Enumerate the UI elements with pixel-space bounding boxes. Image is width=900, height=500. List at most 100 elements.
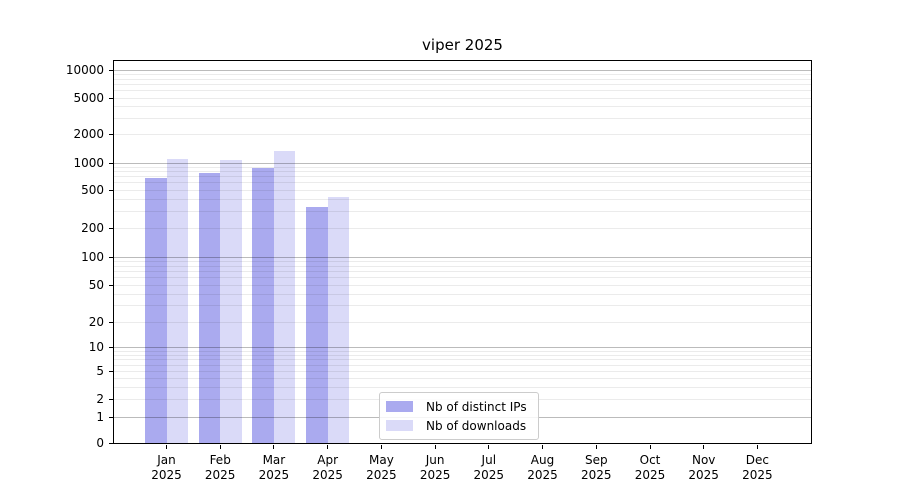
y-tick-mark [109, 134, 113, 135]
x-tick-mark [166, 445, 167, 449]
minor-gridline [114, 106, 811, 108]
minor-gridline [114, 83, 811, 85]
x-tick-year: 2025 [151, 468, 182, 482]
y-tick-label: 100 [81, 250, 104, 264]
x-tick-month: Apr [317, 453, 339, 467]
x-tick-mark [542, 445, 543, 449]
minor-gridline [114, 171, 811, 173]
x-tick-label: Apr 2025 [292, 453, 364, 483]
minor-gridline [114, 182, 811, 184]
x-tick-label: Nov 2025 [668, 453, 740, 483]
x-tick-year: 2025 [527, 468, 558, 482]
bar-apr-2025-distinct-ips [306, 207, 328, 443]
y-tick-label: 0 [96, 435, 104, 450]
minor-gridline [114, 322, 811, 323]
minor-gridline [114, 227, 811, 229]
x-tick-label: Mar 2025 [238, 453, 310, 483]
y-tick-mark [109, 347, 113, 348]
minor-gridline [114, 377, 811, 379]
y-tick-label: 2 [96, 392, 104, 406]
minor-gridline [114, 354, 811, 356]
x-tick-mark [756, 445, 758, 449]
minor-gridline [114, 265, 811, 267]
y-tick-label: 5000 [73, 90, 104, 105]
bar-jan-2025-downloads [166, 159, 188, 443]
bar-apr-2025-downloads [327, 197, 350, 443]
minor-gridline [114, 359, 811, 361]
minor-gridline [114, 189, 811, 191]
x-tick-month: Jul [481, 453, 497, 467]
legend-entry: Nb of distinct IPs [386, 397, 527, 416]
x-tick-year: 2025 [742, 468, 773, 482]
x-tick-label: May 2025 [345, 453, 417, 483]
y-tick-label: 20 [88, 315, 104, 329]
minor-gridline [114, 364, 811, 366]
y-tick-label: 1 [96, 409, 104, 424]
y-tick-mark [109, 442, 113, 444]
bar-jan-2025-distinct-ips [145, 178, 167, 443]
x-tick-mark [488, 445, 490, 449]
y-tick-label: 500 [81, 182, 104, 197]
x-tick-year: 2025 [258, 468, 290, 482]
x-tick-year: 2025 [688, 468, 719, 482]
y-tick-label: 10 [88, 340, 104, 354]
minor-gridline [114, 176, 811, 178]
x-tick-label: Jun 2025 [399, 453, 471, 483]
x-tick-year: 2025 [312, 468, 343, 482]
y-tick-mark [109, 69, 113, 71]
x-tick-label: Sep 2025 [560, 453, 632, 483]
x-tick-label: Oct 2025 [614, 453, 686, 483]
x-tick-year: 2025 [581, 468, 612, 482]
x-tick-month: May [368, 453, 394, 467]
x-tick-year: 2025 [473, 468, 505, 482]
x-tick-mark [380, 445, 382, 449]
x-tick-mark [649, 445, 651, 449]
y-tick-mark [109, 416, 113, 418]
legend-swatch [386, 420, 413, 431]
x-tick-month: Jun [425, 453, 445, 467]
bar-mar-2025-downloads [273, 151, 296, 443]
x-tick-mark [219, 445, 221, 449]
plot-area [113, 60, 812, 444]
bar-mar-2025-distinct-ips [252, 168, 274, 443]
minor-gridline [114, 261, 811, 263]
major-gridline [114, 347, 811, 348]
major-gridline [114, 257, 811, 258]
x-tick-mark [327, 445, 329, 449]
minor-gridline [114, 271, 811, 273]
legend-swatch [386, 401, 413, 412]
x-tick-year: 2025 [634, 468, 666, 482]
minor-gridline [114, 386, 811, 388]
minor-gridline [114, 166, 811, 168]
minor-gridline [114, 90, 811, 92]
y-tick-mark [109, 257, 113, 258]
minor-gridline [114, 277, 811, 279]
x-tick-mark [595, 445, 597, 449]
minor-gridline [114, 350, 811, 352]
minor-gridline [114, 284, 811, 286]
plot-draw-layer [114, 61, 811, 443]
minor-gridline [114, 293, 811, 295]
x-tick-label: Dec 2025 [721, 453, 793, 483]
legend-label: Nb of distinct IPs [426, 399, 527, 414]
legend: Nb of distinct IPs Nb of downloads [379, 392, 539, 440]
x-tick-label: Aug 2025 [507, 453, 579, 483]
y-tick-mark [109, 322, 113, 323]
minor-gridline [114, 97, 811, 99]
y-tick-mark [109, 227, 113, 229]
y-tick-mark [109, 284, 113, 286]
x-tick-month: Mar [262, 453, 286, 467]
minor-gridline [114, 371, 811, 372]
y-tick-mark [109, 189, 113, 191]
x-tick-mark [434, 445, 436, 449]
bar-feb-2025-downloads [220, 159, 242, 443]
major-gridline [114, 69, 811, 71]
x-tick-label: Jul 2025 [453, 453, 525, 483]
x-tick-mark [273, 445, 275, 449]
x-tick-year: 2025 [366, 468, 397, 482]
x-tick-month: Feb [209, 453, 231, 467]
minor-gridline [114, 305, 811, 307]
x-tick-month: Dec [745, 453, 769, 467]
y-tick-mark [109, 162, 113, 164]
